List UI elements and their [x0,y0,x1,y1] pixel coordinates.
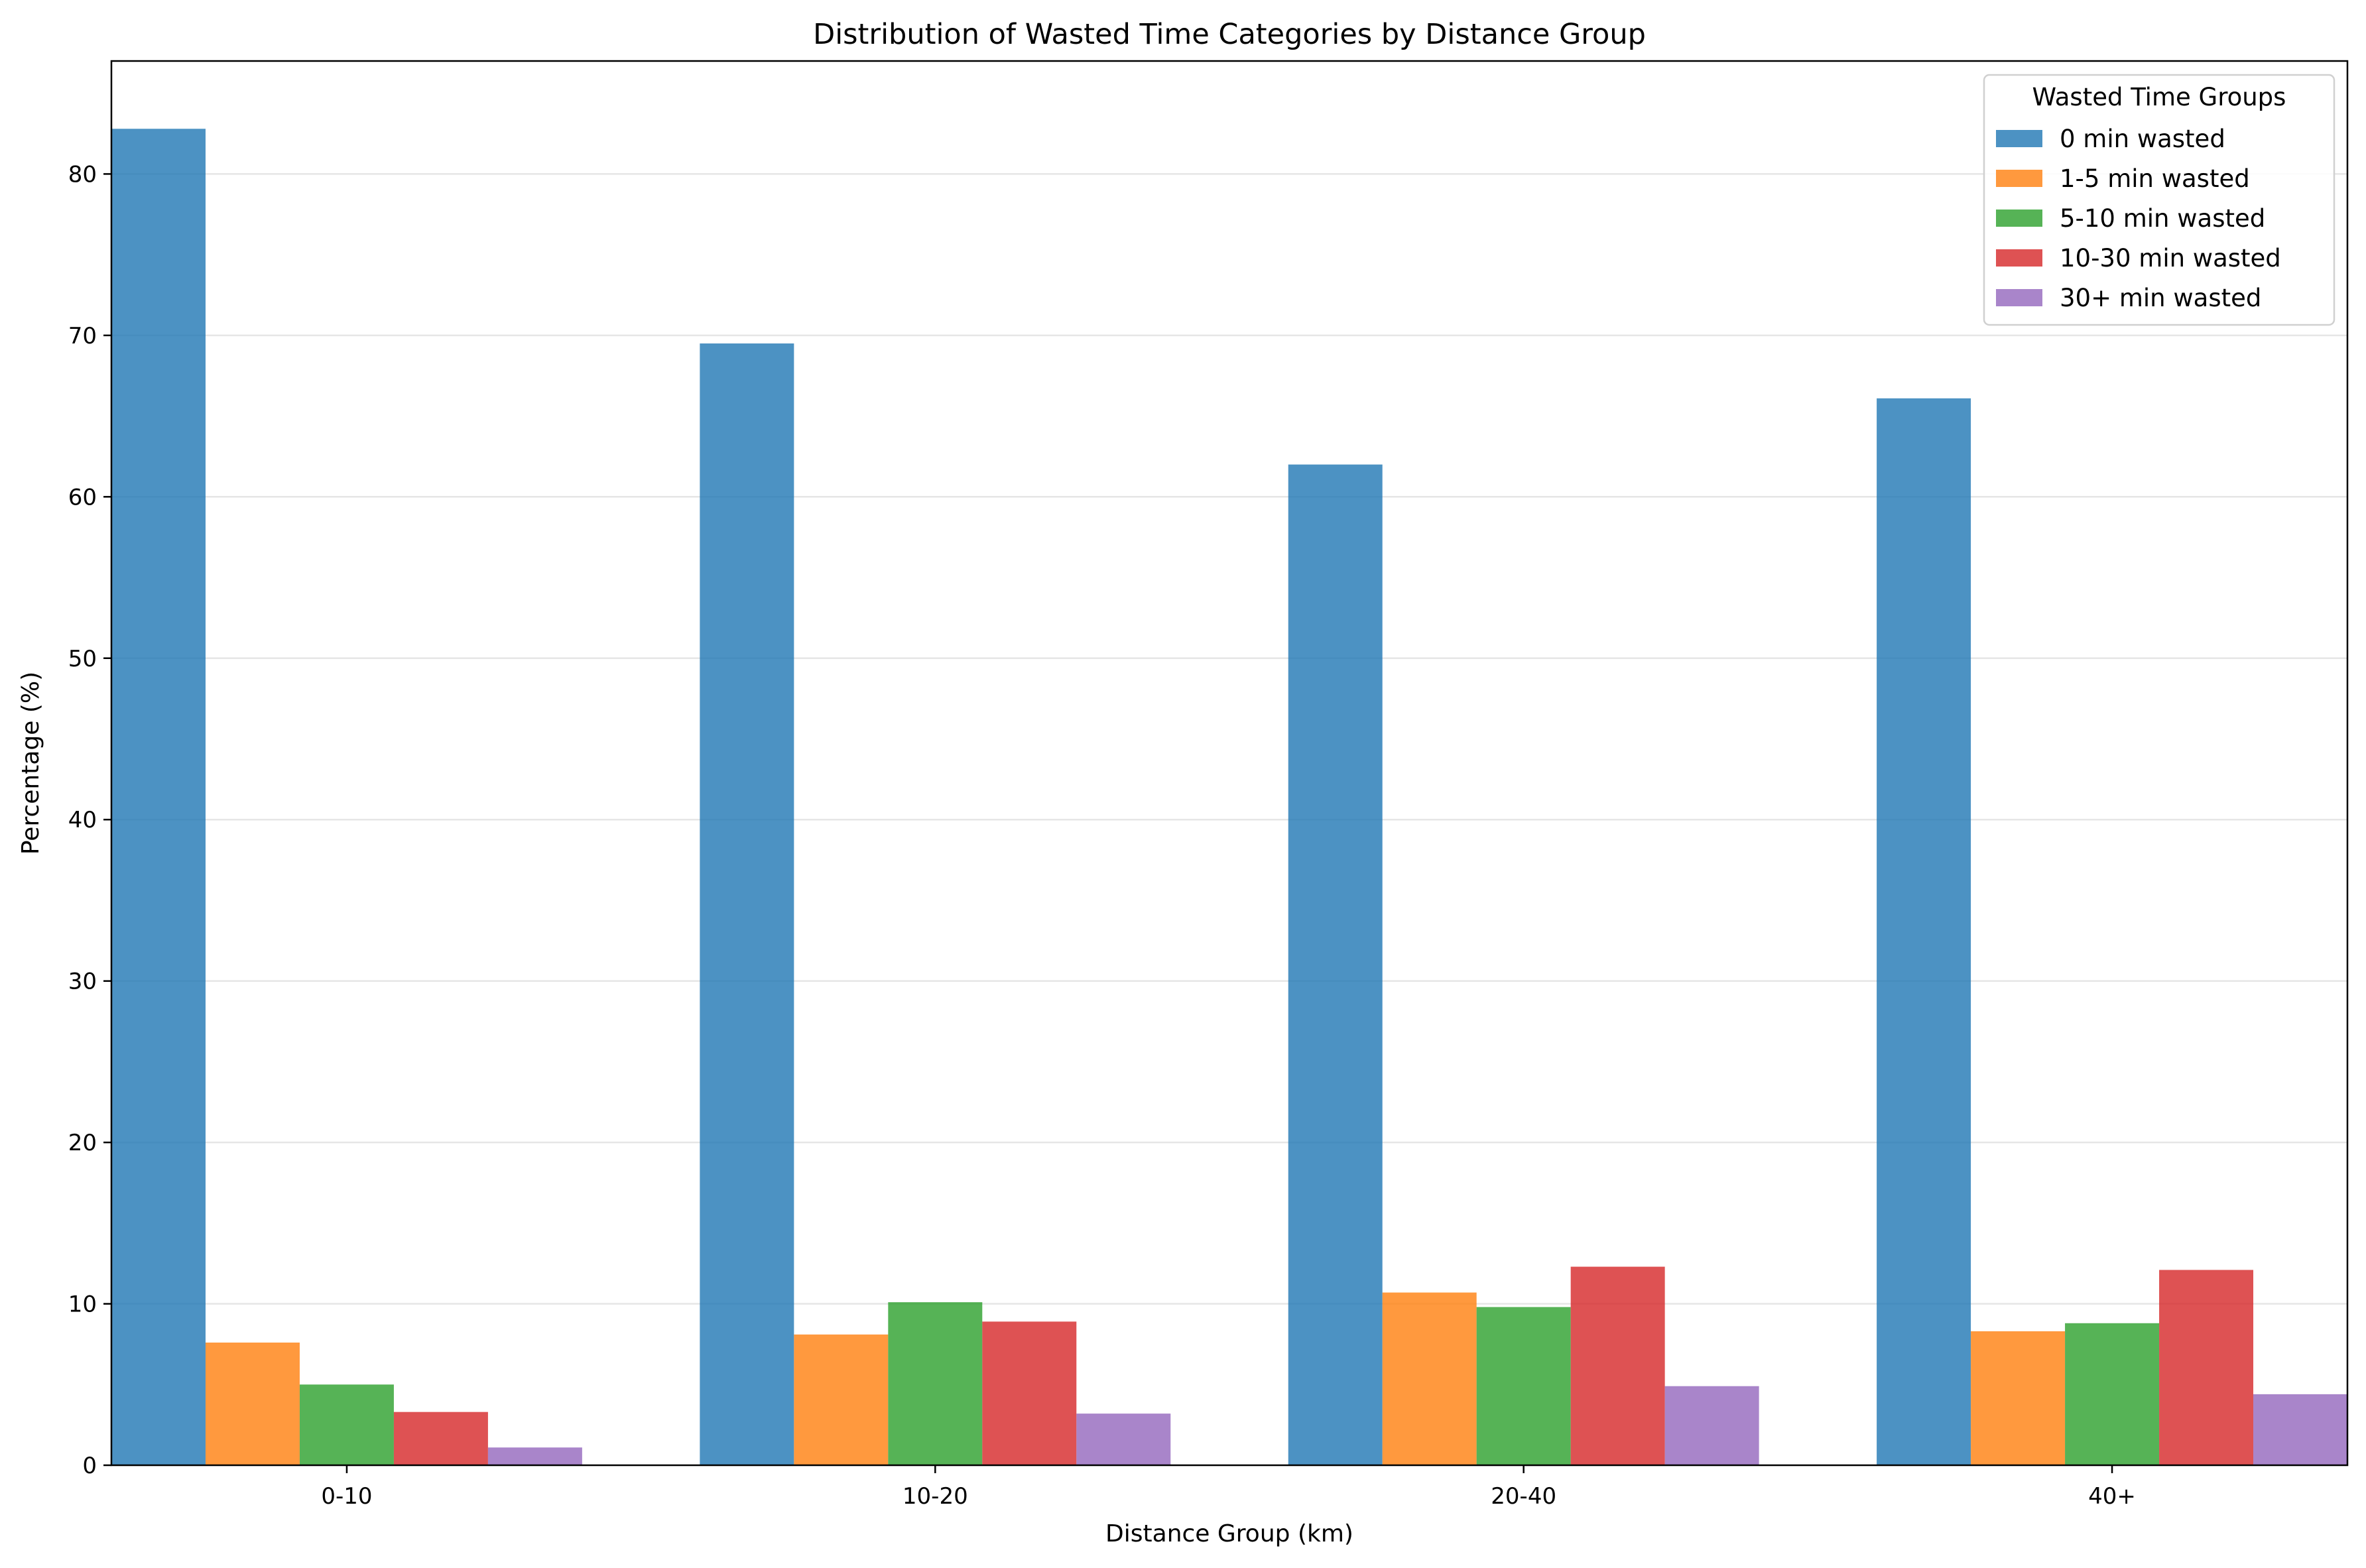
bar-20-40-3 [1570,1266,1665,1465]
legend-swatch [1996,289,2042,306]
x-tick-label: 10-20 [903,1483,968,1510]
bar-10-20-3 [982,1321,1077,1465]
bar-10-20-1 [794,1334,889,1465]
legend-label: 30+ min wasted [2060,284,2261,312]
y-axis: 0 10 20 30 40 50 60 70 80 [68,161,111,1479]
bar-0-10-2 [299,1384,394,1465]
legend-box [1983,74,2335,326]
bar-0-10-1 [205,1342,300,1465]
legend-label: 0 min wasted [2060,125,2225,153]
chart-title: Distribution of Wasted Time Categories b… [813,18,1646,51]
bar-20-40-0 [1288,464,1383,1466]
legend-title: Wasted Time Groups [2032,83,2286,111]
y-tick-label: 50 [68,646,97,672]
legend-swatch [1996,130,2042,147]
bar-20-40-4 [1664,1386,1759,1465]
legend-label: 5-10 min wasted [2060,204,2265,233]
bar-10-20-2 [888,1302,983,1465]
bars-layer [111,129,2347,1466]
bar-0-10-4 [487,1447,582,1465]
y-tick-label: 20 [68,1130,97,1156]
x-tick-label: 0-10 [321,1483,372,1510]
bar-20-40-1 [1382,1292,1477,1465]
legend-swatch [1996,210,2042,227]
bar-40+-0 [1877,398,1971,1465]
x-axis-label: Distance Group (km) [1105,1520,1353,1547]
x-axis: 0-10 10-20 20-40 40+ [321,1465,2136,1510]
plot-frame [110,60,2349,1467]
legend-swatch [1996,170,2042,187]
y-tick-label: 60 [68,484,97,511]
x-tick-label: 20-40 [1491,1483,1556,1510]
grid-layer [111,173,2347,1305]
legend-label: 1-5 min wasted [2060,164,2250,193]
bar-10-20-0 [700,343,794,1466]
bar-20-40-2 [1476,1307,1571,1465]
y-tick-label: 0 [82,1453,97,1479]
bar-40+-2 [2065,1323,2160,1465]
bar-10-20-4 [1076,1414,1171,1465]
y-tick-label: 70 [68,323,97,349]
bar-40+-4 [2253,1394,2347,1465]
y-tick-label: 10 [68,1292,97,1318]
x-tick-label: 40+ [2088,1483,2136,1510]
y-tick-label: 40 [68,807,97,833]
bar-0-10-0 [111,129,206,1465]
y-axis-label: Percentage (%) [17,672,44,855]
y-tick-label: 30 [68,969,97,995]
bar-0-10-3 [393,1412,488,1465]
bar-40+-1 [1971,1331,2066,1465]
y-tick-label: 80 [68,161,97,188]
legend-swatch [1996,249,2042,267]
bar-40+-3 [2159,1270,2254,1465]
legend-label: 10-30 min wasted [2060,244,2281,272]
legend: Wasted Time Groups 0 min wasted 1-5 min wa… [1983,74,2335,326]
